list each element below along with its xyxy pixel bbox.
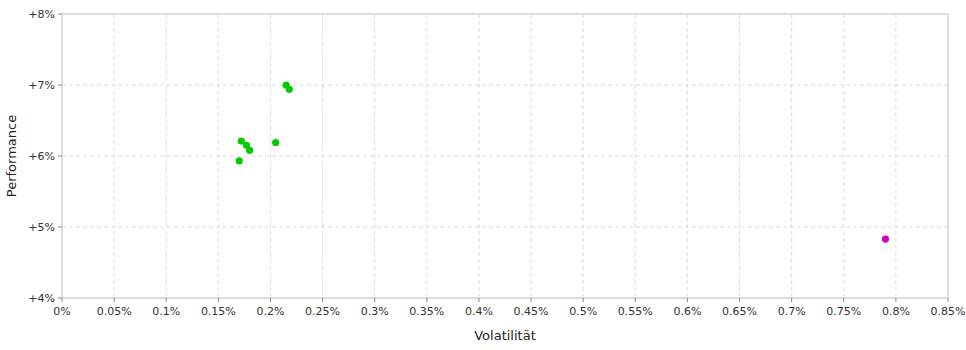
tick-label-x: 0.85% <box>931 305 966 318</box>
grid-line-x <box>374 14 375 298</box>
grid-line-x <box>270 14 271 298</box>
grid-line-y <box>62 14 948 15</box>
tick-x <box>270 298 271 302</box>
tick-label-x: 0.15% <box>201 305 236 318</box>
tick-label-x: 0.2% <box>256 305 284 318</box>
marks <box>236 81 889 242</box>
grid-line-x <box>166 14 167 298</box>
tick-label-x: 0.55% <box>618 305 653 318</box>
tick-label-x: 0.75% <box>826 305 861 318</box>
point <box>882 235 889 242</box>
grid-line-y <box>62 85 948 86</box>
tick-x <box>948 298 949 302</box>
tick-label-x: 0.05% <box>97 305 132 318</box>
grid <box>62 14 948 298</box>
tick-label-y: +5% <box>28 221 55 234</box>
tick-y <box>58 14 62 15</box>
tick-label-x: 0.1% <box>152 305 180 318</box>
tick-x <box>218 298 219 302</box>
tick-label-y: +7% <box>28 79 55 92</box>
tick-x <box>114 298 115 302</box>
series <box>236 81 293 164</box>
tick-label-x: 0.4% <box>465 305 493 318</box>
tick-x <box>62 298 63 302</box>
tick-y <box>58 85 62 86</box>
tick-label-x: 0.45% <box>514 305 549 318</box>
tick-x <box>374 298 375 302</box>
tick-label-x: 0.65% <box>722 305 757 318</box>
tick-y <box>58 227 62 228</box>
tick-label-y: +4% <box>28 292 55 305</box>
grid-line-x <box>739 14 740 298</box>
chart: 0% 0.05% 0.1% 0.15% 0.2% 0.25% 0.3% 0.35% 0.4% 0.… <box>0 0 966 350</box>
grid-line-y <box>62 298 948 299</box>
tick-label-x: 0.35% <box>409 305 444 318</box>
point <box>236 157 243 164</box>
tick-x <box>895 298 896 302</box>
grid-line-x <box>635 14 636 298</box>
tick-label-x: 0.5% <box>569 305 597 318</box>
tick-label-x: 0.25% <box>305 305 340 318</box>
tick-x <box>791 298 792 302</box>
tick-label-x: 0.7% <box>778 305 806 318</box>
tick-label-x: 0.6% <box>673 305 701 318</box>
axes: 0% 0.05% 0.1% 0.15% 0.2% 0.25% 0.3% 0.35% 0.4% 0.… <box>28 8 965 318</box>
tick-x <box>635 298 636 302</box>
tick-x <box>739 298 740 302</box>
series <box>882 235 889 242</box>
tick-label-x: 0.3% <box>361 305 389 318</box>
point <box>286 86 293 93</box>
grid-line-y <box>62 227 948 228</box>
x-axis-label: Volatilität <box>474 328 536 343</box>
tick-label-y: +6% <box>28 150 55 163</box>
tick-x <box>583 298 584 302</box>
tick-label-y: +8% <box>28 8 55 21</box>
tick-x <box>478 298 479 302</box>
tick-y <box>58 298 62 299</box>
tick-x <box>322 298 323 302</box>
tick-x <box>166 298 167 302</box>
point <box>272 139 279 146</box>
y-axis-label: Performance <box>4 115 19 197</box>
tick-x <box>531 298 532 302</box>
tick-y <box>58 156 62 157</box>
tick-label-x: 0.8% <box>882 305 910 318</box>
tick-label-x: 0% <box>53 305 70 318</box>
tick-x <box>843 298 844 302</box>
tick-x <box>426 298 427 302</box>
tick-x <box>687 298 688 302</box>
point <box>246 147 253 154</box>
grid-line-x <box>843 14 844 298</box>
plot-frame <box>62 14 948 298</box>
grid-line-y <box>62 156 948 157</box>
